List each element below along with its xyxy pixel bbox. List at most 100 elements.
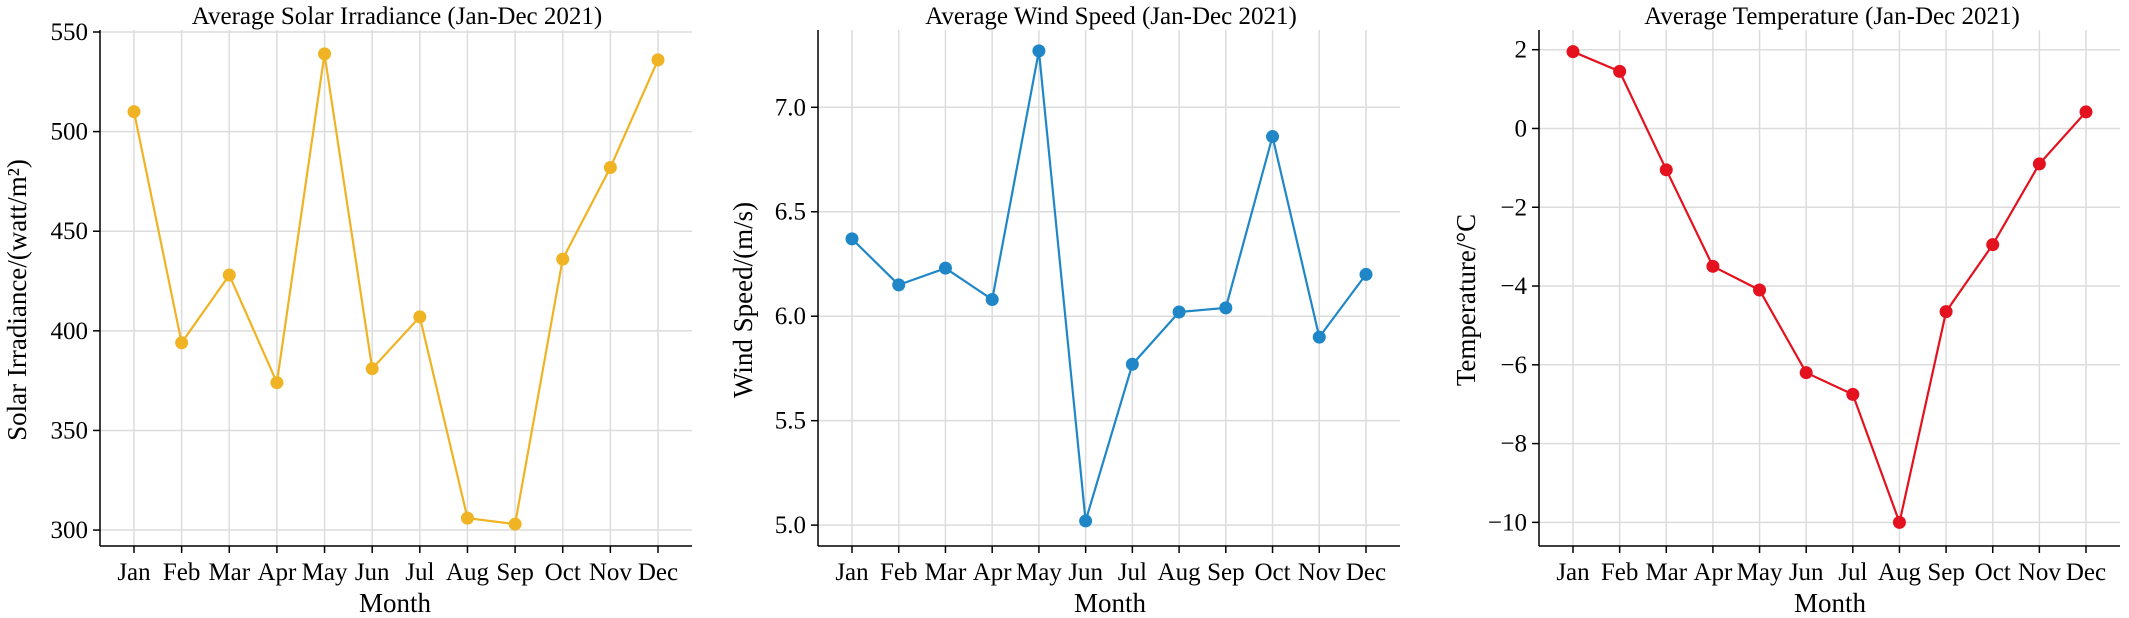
x-tick-label: Feb xyxy=(1601,559,1639,586)
x-tick-label: May xyxy=(1737,559,1783,586)
data-point xyxy=(938,261,952,275)
x-axis-label: Month xyxy=(1794,588,1867,618)
y-tick-label: 550 xyxy=(51,19,89,46)
grid xyxy=(100,30,692,546)
x-tick-label: Aug xyxy=(446,559,490,586)
y-tick-label: 500 xyxy=(51,119,89,146)
y-tick-label: 5.0 xyxy=(775,512,806,539)
data-point xyxy=(1359,267,1373,281)
x-tick-label: Jul xyxy=(1118,559,1147,586)
series-line xyxy=(851,50,1367,522)
y-axis-label: Wind Speed/(m/s) xyxy=(728,202,758,398)
x-tick-label: Jan xyxy=(117,559,151,586)
x-axis-label: Month xyxy=(359,588,432,618)
data-point xyxy=(127,105,141,119)
data-point xyxy=(603,160,617,174)
y-tick-label: 0 xyxy=(1515,115,1528,142)
data-point xyxy=(1219,301,1233,315)
chart-title: Average Solar Irradiance (Jan-Dec 2021) xyxy=(192,3,602,30)
x-axis-label: Month xyxy=(1074,588,1147,618)
y-axis-label: Solar Irradiance/(watt/m²) xyxy=(2,159,32,441)
y-tick-label: 450 xyxy=(51,218,89,245)
x-tick-label: Aug xyxy=(1158,559,1202,586)
x-tick-label: Mar xyxy=(208,559,250,586)
x-tick-label: Jul xyxy=(1838,559,1867,586)
grid xyxy=(1539,30,2120,546)
x-tick-label: May xyxy=(1016,559,1062,586)
temperature-chart: Average Temperature (Jan-Dec 2021) Month… xyxy=(1451,3,2120,618)
wind-speed-chart: Average Wind Speed (Jan-Dec 2021) Month … xyxy=(728,3,1400,618)
x-tick-label: Apr xyxy=(973,559,1013,586)
data-point xyxy=(845,232,859,246)
data-point xyxy=(1125,357,1139,371)
data-point xyxy=(1939,305,1953,319)
x-tick-label: Sep xyxy=(1927,559,1965,586)
y-tick-label: 300 xyxy=(51,517,89,544)
x-tick-label: Jan xyxy=(1556,559,1590,586)
y-tick-label: 5.5 xyxy=(775,408,806,435)
x-tick-label: Jun xyxy=(1068,559,1103,586)
y-tick-label: 350 xyxy=(51,417,89,444)
data-point xyxy=(1613,64,1627,78)
x-tick-label: Nov xyxy=(1298,559,1342,586)
x-tick-label: Apr xyxy=(1693,559,1733,586)
data-point xyxy=(1172,305,1186,319)
data-point xyxy=(1706,259,1720,273)
grid xyxy=(818,30,1400,546)
x-tick-label: Feb xyxy=(880,559,918,586)
x-tick-label: Nov xyxy=(2018,559,2062,586)
y-tick-label: −2 xyxy=(1500,194,1527,221)
data-point xyxy=(1892,515,1906,529)
data-point xyxy=(1312,330,1326,344)
data-point xyxy=(1986,238,2000,252)
x-tick-label: Dec xyxy=(638,559,678,586)
data-point xyxy=(1753,283,1767,297)
data-point xyxy=(460,511,474,525)
data-point xyxy=(1266,130,1280,144)
data-point xyxy=(556,252,570,266)
x-tick-label: Sep xyxy=(1207,559,1245,586)
x-tick-label: Jun xyxy=(355,559,390,586)
x-tick-label: Oct xyxy=(1254,559,1290,586)
data-point xyxy=(892,278,906,292)
y-tick-label: 400 xyxy=(51,318,89,345)
data-point xyxy=(1032,44,1046,58)
x-tick-label: Mar xyxy=(925,559,967,586)
x-tick-label: Aug xyxy=(1878,559,1922,586)
y-tick-label: 2 xyxy=(1515,37,1528,64)
x-tick-label: May xyxy=(302,559,348,586)
x-tick-label: Mar xyxy=(1645,559,1687,586)
chart-title: Average Wind Speed (Jan-Dec 2021) xyxy=(925,3,1297,30)
data-point xyxy=(1659,163,1673,177)
y-tick-label: −10 xyxy=(1488,509,1527,536)
x-tick-label: Dec xyxy=(2066,559,2106,586)
y-tick-label: −4 xyxy=(1500,273,1527,300)
data-point xyxy=(2079,105,2093,119)
data-point xyxy=(985,292,999,306)
data-point xyxy=(2032,157,2046,171)
x-tick-label: Jul xyxy=(405,559,434,586)
data-point xyxy=(270,376,284,390)
x-tick-label: Oct xyxy=(1975,559,2011,586)
x-tick-label: Oct xyxy=(545,559,581,586)
solar-irradiance-chart: Average Solar Irradiance (Jan-Dec 2021) … xyxy=(2,3,692,618)
x-tick-label: Sep xyxy=(496,559,534,586)
y-tick-label: −6 xyxy=(1500,352,1527,379)
data-point xyxy=(508,517,522,531)
y-tick-label: 6.0 xyxy=(775,303,806,330)
data-point xyxy=(365,362,379,376)
y-tick-label: 7.0 xyxy=(775,94,806,121)
x-tick-label: Feb xyxy=(163,559,201,586)
y-axis-label: Temperature/°C xyxy=(1451,214,1481,386)
x-tick-label: Jun xyxy=(1789,559,1824,586)
data-point xyxy=(318,47,332,61)
y-tick-label: 6.5 xyxy=(775,199,806,226)
y-tick-label: −8 xyxy=(1500,431,1527,458)
series-line xyxy=(1572,50,2087,527)
data-point xyxy=(1846,387,1860,401)
data-point xyxy=(413,310,427,324)
x-tick-label: Dec xyxy=(1346,559,1386,586)
data-point xyxy=(1566,45,1580,59)
series-line xyxy=(132,53,660,526)
data-point xyxy=(222,268,236,282)
